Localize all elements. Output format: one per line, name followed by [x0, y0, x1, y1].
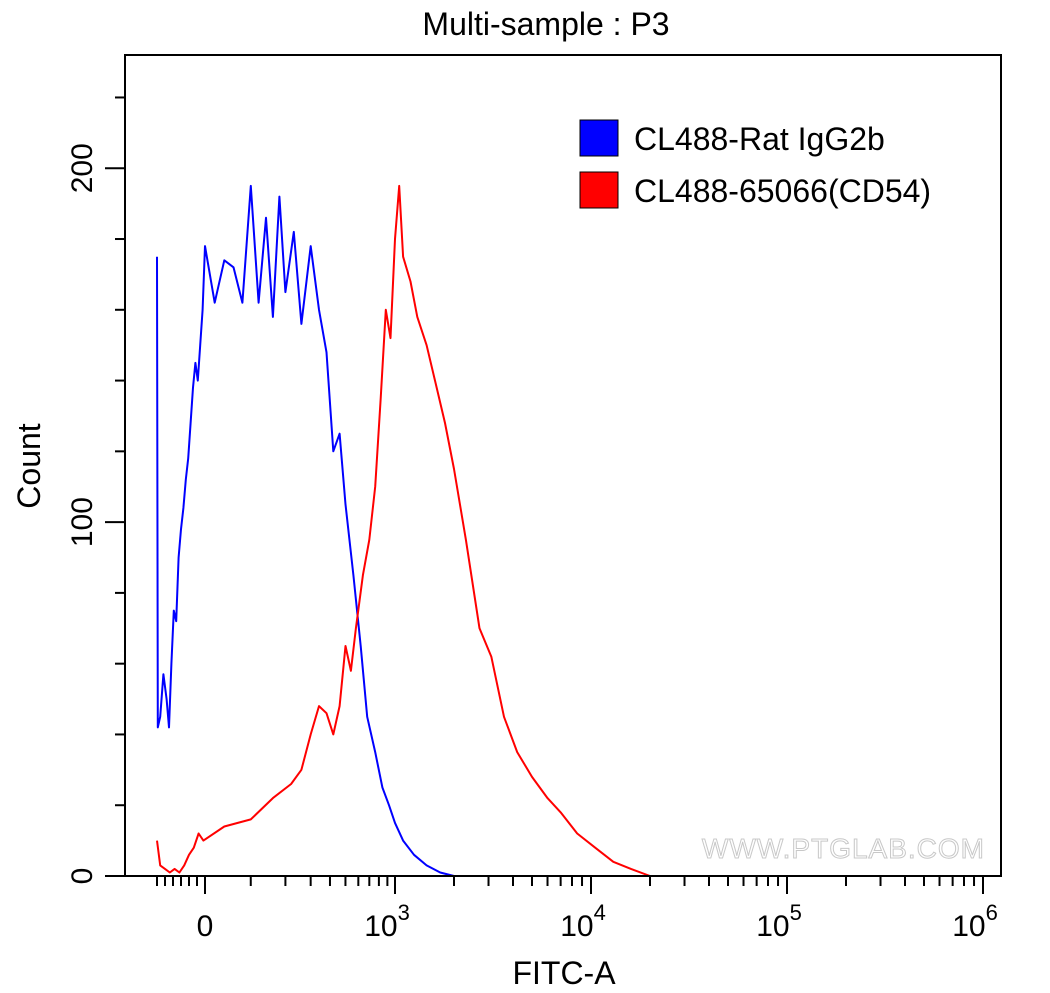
legend-swatch-2 [579, 171, 619, 209]
x-tick-label: 104 [560, 900, 606, 943]
y-axis: 0 100 200 [66, 96, 125, 885]
x-tick-label: 106 [952, 900, 998, 943]
y-tick-label: 100 [66, 497, 99, 547]
chart-title: Multi-sample : P3 [422, 6, 669, 42]
legend-label-1: CL488-Rat IgG2b [634, 121, 885, 157]
x-axis-title: FITC-A [512, 955, 616, 991]
plot-frame [124, 54, 1002, 877]
legend-swatch-1 [579, 119, 619, 157]
watermark-text: WWW.PTGLAB.COM [702, 833, 985, 864]
y-tick-label: 200 [66, 143, 99, 193]
y-tick-label: 0 [66, 868, 99, 885]
x-tick-label: 103 [364, 900, 410, 943]
x-axis: 0 103 104 105 106 [156, 876, 998, 943]
legend: CL488-Rat IgG2b CL488-65066(CD54) [579, 119, 931, 209]
y-axis-title: Count [11, 423, 47, 509]
series-line-2 [156, 184, 651, 877]
series-layer [156, 184, 651, 877]
legend-label-2: CL488-65066(CD54) [634, 173, 931, 209]
series-line-1 [156, 184, 455, 877]
x-tick-label: 0 [197, 910, 214, 943]
x-tick-label: 105 [756, 900, 802, 943]
